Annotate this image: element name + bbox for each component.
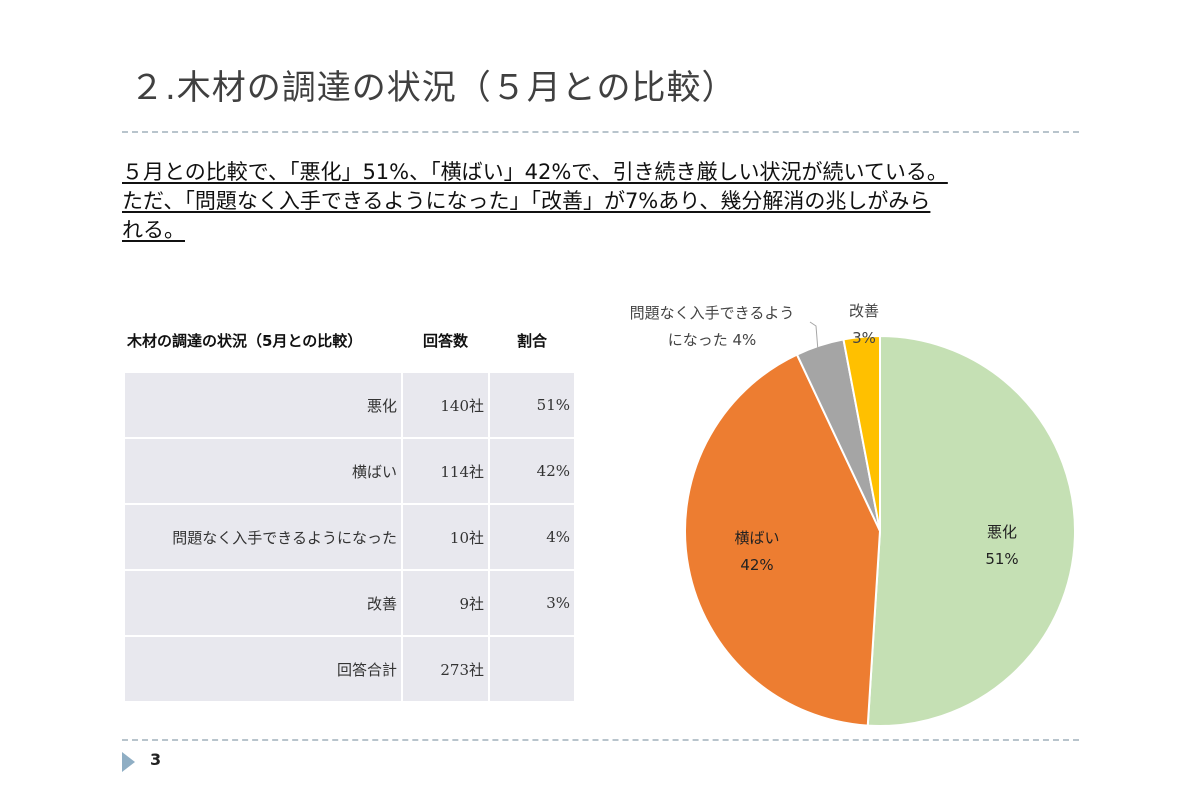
page-number: 3	[150, 750, 162, 769]
procurement-table: 木材の調達の状況（5月との比較） 回答数 割合 悪化 140社 51% 横ばい …	[123, 307, 576, 703]
pie-slices	[684, 334, 1076, 727]
leader-line	[809, 321, 819, 352]
row-label: 問題なく入手できるようになった	[123, 503, 403, 571]
pie-slice-worse	[866, 334, 1076, 727]
summary-line: ５月との比較で、「悪化」51%、「横ばい」42%で、引き続き厳しい状況が続いてい…	[122, 160, 948, 184]
row-ratio: 51%	[488, 371, 576, 439]
pie-labels: 悪化 51% 横ばい 42% 問題なく入手できるようになった 4% 改善 3%	[630, 302, 1019, 574]
row-ratio	[488, 635, 576, 703]
slide-title: ２.木材の調達の状況（５月との比較）	[130, 68, 737, 108]
summary-line: れる。	[122, 218, 185, 242]
summary-line: ただ、「問題なく入手できるようになった」「改善」が7%あり、幾分解消の兆しがみら	[122, 189, 931, 213]
data-label-resolved: 問題なく入手できるようになった 4%	[630, 304, 795, 349]
triangle-bullet-icon	[122, 752, 135, 772]
table-row: 悪化 140社 51%	[123, 371, 576, 439]
table-row: 横ばい 114社 42%	[123, 437, 576, 505]
pie-slice-improved	[842, 334, 881, 532]
pie-slice-flat	[684, 353, 882, 727]
header-ratio: 割合	[488, 307, 576, 373]
header-count: 回答数	[401, 307, 490, 373]
row-count: 10社	[401, 503, 490, 571]
row-count: 9社	[401, 569, 490, 637]
summary-text: ５月との比較で、「悪化」51%、「横ばい」42%で、引き続き厳しい状況が続いてい…	[122, 158, 1090, 245]
table-row: 問題なく入手できるようになった 10社 4%	[123, 503, 576, 571]
row-label: 改善	[123, 569, 403, 637]
row-ratio: 4%	[488, 503, 576, 571]
row-ratio: 42%	[488, 437, 576, 505]
data-label-worse: 悪化 51%	[985, 523, 1018, 568]
row-count: 273社	[401, 635, 490, 703]
row-label: 回答合計	[123, 635, 403, 703]
table-row: 改善 9社 3%	[123, 569, 576, 637]
bottom-divider	[122, 739, 1079, 741]
top-divider	[122, 131, 1079, 133]
table-row-total: 回答合計 273社	[123, 635, 576, 703]
header-status: 木材の調達の状況（5月との比較）	[123, 307, 403, 373]
row-count: 140社	[401, 371, 490, 439]
data-label-flat: 横ばい 42%	[734, 529, 779, 574]
data-label-improved: 改善 3%	[849, 302, 879, 347]
row-ratio: 3%	[488, 569, 576, 637]
table-header-row: 木材の調達の状況（5月との比較） 回答数 割合	[123, 307, 576, 373]
row-label: 悪化	[123, 371, 403, 439]
row-label: 横ばい	[123, 437, 403, 505]
row-count: 114社	[401, 437, 490, 505]
